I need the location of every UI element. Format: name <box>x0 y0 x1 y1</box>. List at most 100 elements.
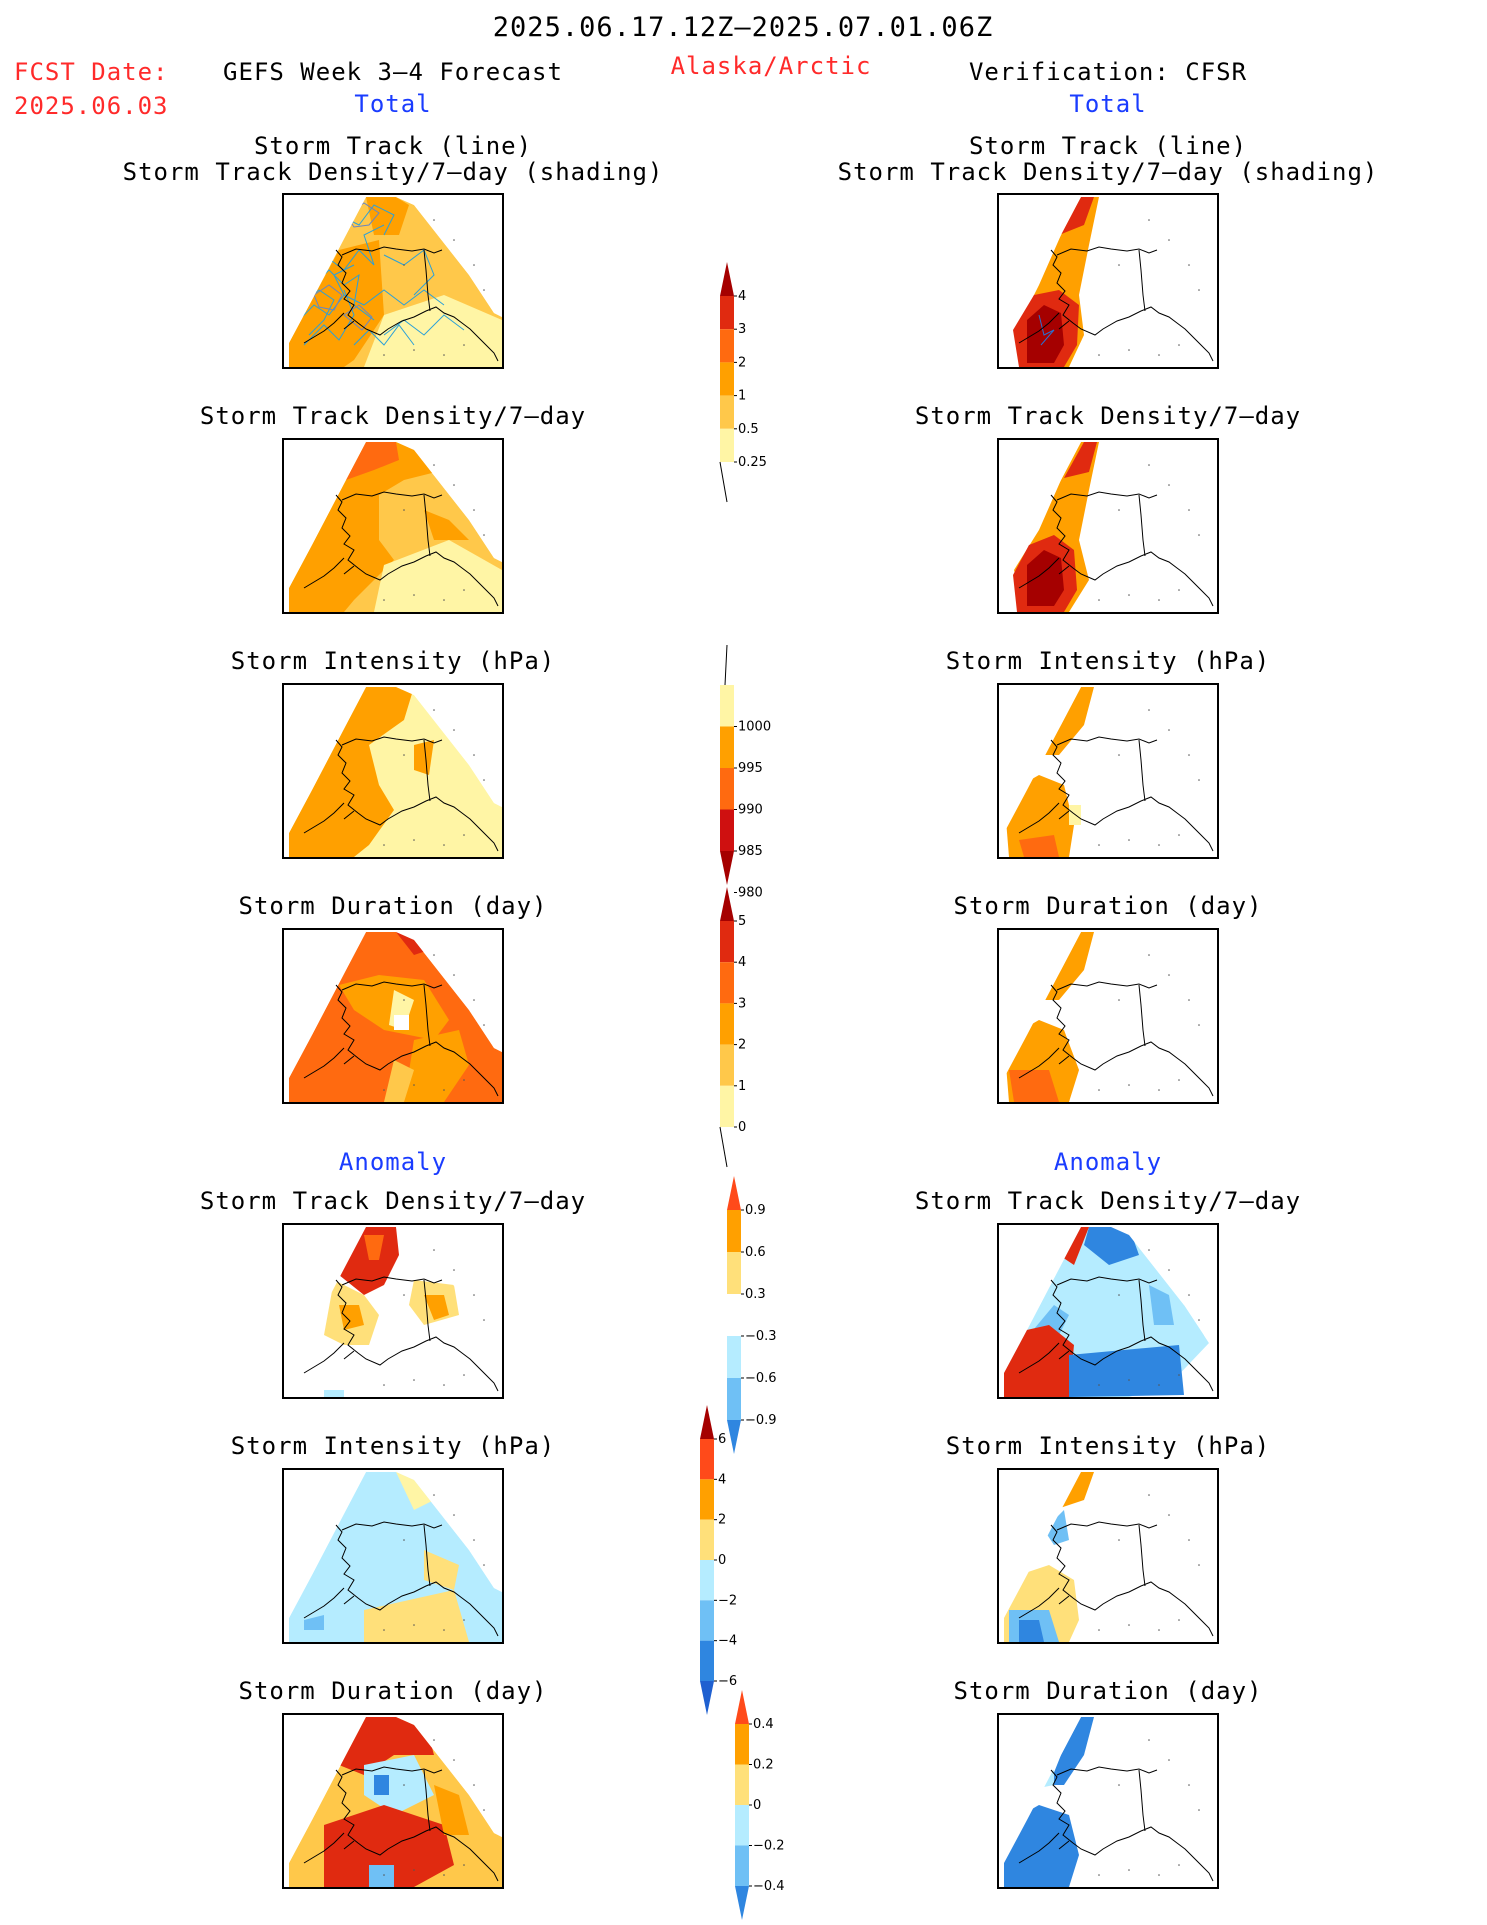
colorbar-tick-label: 0.4 <box>753 1717 774 1732</box>
colorbar-segment <box>735 1724 749 1765</box>
fcst-intensity-anom-map <box>282 1468 504 1644</box>
shaded-region <box>304 1615 324 1630</box>
shaded-region <box>374 1775 389 1795</box>
colorbar-tick-label: 0.2 <box>753 1758 774 1773</box>
graticule-dots <box>383 464 485 601</box>
colorbar-tick-label: 0.6 <box>745 1245 766 1260</box>
colorbar-segment <box>720 1085 734 1127</box>
colorbar-segment <box>727 1336 741 1378</box>
shaded-region <box>384 1060 414 1102</box>
shaded-region <box>289 442 444 612</box>
coastline <box>1018 1521 1214 1637</box>
colorbar-segment <box>720 1003 734 1045</box>
coastline <box>303 981 499 1097</box>
colorbar-tick-label: 1000 <box>738 720 771 735</box>
shaded-region <box>1184 1305 1209 1345</box>
coastline <box>303 246 499 362</box>
colorbar-tick-label: −0.4 <box>753 1879 785 1894</box>
shaded-region <box>364 295 502 367</box>
graticule-dots <box>383 219 485 356</box>
colorbar-segment <box>700 1600 714 1641</box>
colorbar-tick-label: 0 <box>738 1120 746 1135</box>
right-anomaly-label: Anomaly <box>1053 1148 1163 1176</box>
colorbar-tick-label: 990 <box>738 803 763 818</box>
fcst-intensity-anom-title: Storm Intensity (hPa) <box>230 1432 556 1460</box>
colorbar-tick-label: 2 <box>738 1038 746 1053</box>
colorbar-tick-label: 2 <box>718 1513 726 1528</box>
period-title: 2025.06.17.12Z–2025.07.01.06Z <box>492 12 994 43</box>
colorbar-segment <box>700 1479 714 1520</box>
coastline <box>303 1766 499 1882</box>
colorbar-tick-label: −6 <box>718 1674 737 1689</box>
coastline <box>1018 981 1214 1097</box>
graticule-dots <box>383 954 485 1091</box>
shaded-region <box>324 1390 344 1397</box>
colorbar-tick-label: 3 <box>738 322 746 337</box>
colorbar-tick-label: 4 <box>738 955 746 970</box>
colorbar-arrow-top <box>735 1690 749 1724</box>
colorbar-tick-label: 2 <box>738 355 746 370</box>
colorbar-tick-label: −0.3 <box>745 1329 777 1344</box>
coastline <box>303 1521 499 1637</box>
obs-track-map <box>997 193 1219 369</box>
colorbar-segment <box>700 1519 714 1560</box>
colorbar-tick-label: −0.6 <box>745 1371 777 1386</box>
coastline <box>303 491 499 607</box>
shaded-region <box>289 240 384 367</box>
coastline <box>303 1276 499 1392</box>
coastline <box>1018 491 1214 607</box>
shaded-region <box>1044 1510 1069 1545</box>
shaded-region <box>424 1550 459 1590</box>
fcst-duration-anom-title: Storm Duration (day) <box>238 1677 548 1705</box>
colorbar-segment <box>727 1210 741 1252</box>
obs-duration-map <box>997 928 1219 1104</box>
storm-track-line <box>1038 314 1055 346</box>
colorbar-segment <box>720 768 734 810</box>
left-column-title: GEFS Week 3–4 Forecast <box>223 58 563 86</box>
colorbar-segment <box>735 1805 749 1846</box>
graticule-dots <box>383 1739 485 1876</box>
colorbar-tick-label: 0.5 <box>738 422 759 437</box>
colorbar-segment <box>720 428 734 462</box>
graticule-dots <box>383 709 485 846</box>
shaded-region <box>346 442 399 480</box>
colorbar-tick-label: 0 <box>718 1553 726 1568</box>
colorbar-segment <box>720 962 734 1004</box>
colorbar-segment <box>720 395 734 429</box>
colorbar-arrow-top <box>720 262 734 296</box>
obs-density-anom-title: Storm Track Density/7–day <box>914 1187 1302 1215</box>
fcst-density-map <box>282 438 504 614</box>
shaded-region <box>1059 1227 1089 1265</box>
shaded-region <box>1044 687 1094 755</box>
obs-density-title: Storm Track Density/7–day <box>914 402 1302 430</box>
coastline <box>1018 1766 1214 1882</box>
obs-duration-anom-map <box>997 1713 1219 1889</box>
shaded-region <box>1019 1620 1044 1642</box>
shaded-region <box>424 1295 449 1320</box>
fcst-intensity-title: Storm Intensity (hPa) <box>230 647 556 675</box>
colorbar-arrow-top <box>727 1176 741 1210</box>
obs-density-anom-map <box>997 1223 1219 1399</box>
colorbar-arrow-bottom <box>720 851 734 885</box>
colorbar-tick-label: 4 <box>718 1472 726 1487</box>
shaded-region <box>339 1227 399 1295</box>
shaded-region <box>369 1865 394 1887</box>
left-total-label: Total <box>354 90 432 118</box>
fcst-density-anom-map <box>282 1223 504 1399</box>
shaded-region <box>1009 1070 1059 1102</box>
colorbar-segment <box>700 1439 714 1480</box>
shaded-region <box>289 687 414 857</box>
colorbar-segment <box>735 1764 749 1805</box>
fcst-date-value: 2025.06.03 <box>14 92 169 120</box>
fcst-intensity-map <box>282 683 504 859</box>
graticule-dots <box>1098 1249 1200 1386</box>
colorbar-tick-label: −4 <box>718 1634 737 1649</box>
shaded-region <box>364 1235 384 1260</box>
colorbar-segment <box>720 362 734 396</box>
colorbar-segment <box>727 1378 741 1420</box>
colorbar-tick-label: 4 <box>738 289 746 304</box>
colorbar-arrow-bottom <box>727 1420 741 1454</box>
colorbar-tick-label: 1 <box>738 1079 746 1094</box>
shaded-region <box>1044 1770 1054 1787</box>
fcst-duration-map <box>282 928 504 1104</box>
